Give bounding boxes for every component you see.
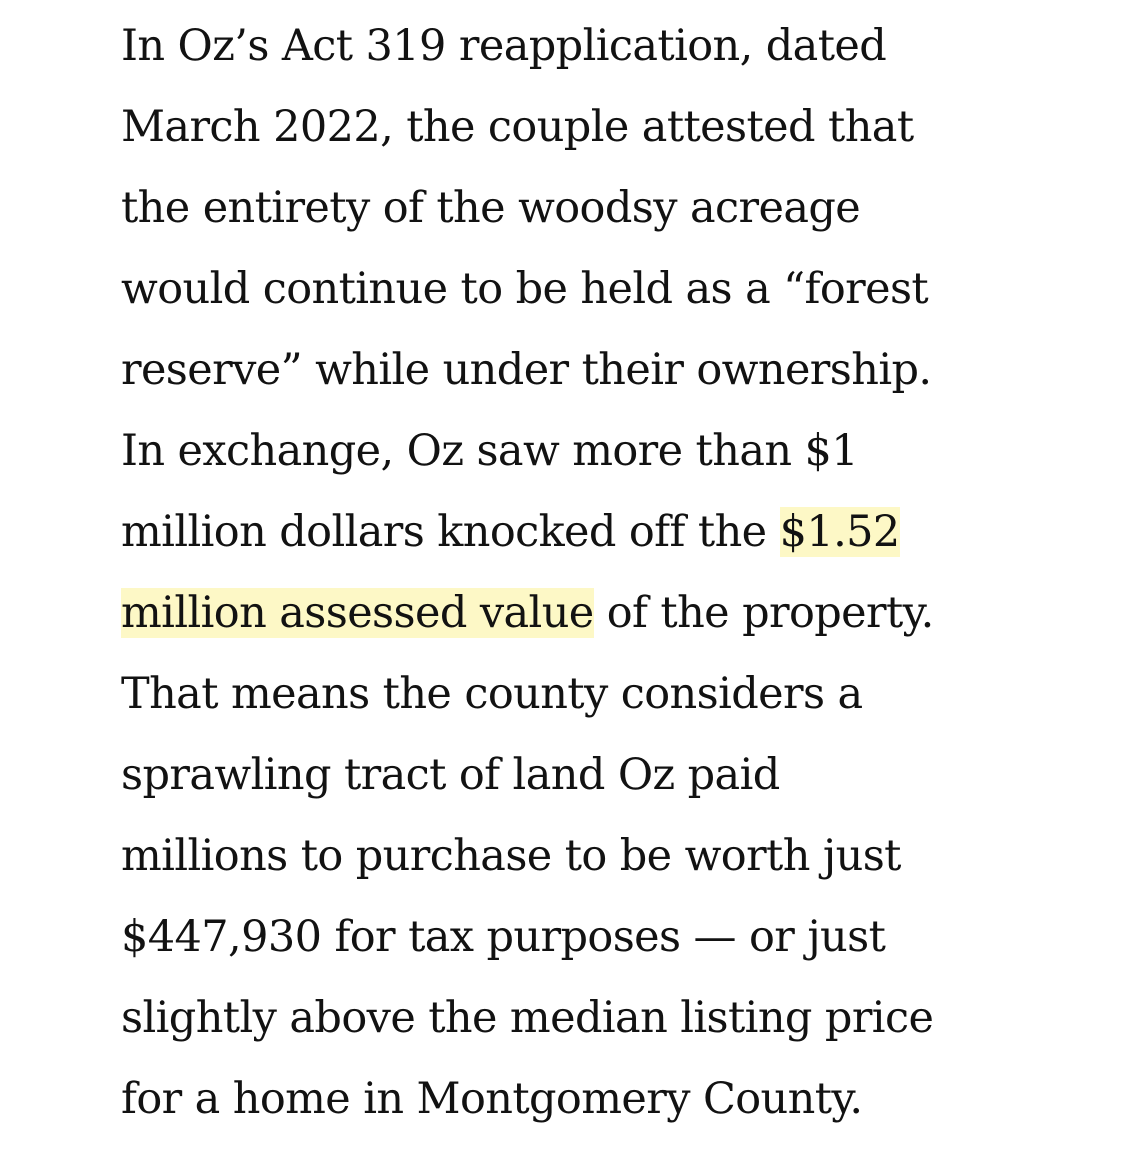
text-line: That means the county considers a [121, 669, 863, 719]
text-line: the entirety of the woodsy acreage [121, 183, 861, 233]
text-line: for a home in Montgomery County. [121, 1074, 863, 1124]
text-segment: of the property. [593, 588, 935, 638]
text-line: March 2022, the couple attested that [121, 102, 914, 152]
text-line: million assessed value of the property. [121, 585, 934, 641]
text-line: million dollars knocked off the $1.52 [121, 504, 900, 560]
text-line: millions to purchase to be worth just [121, 831, 901, 881]
text-line: would continue to be held as a “forest [121, 264, 929, 314]
text-segment: million dollars knocked off the [121, 507, 780, 557]
text-line: $447,930 for tax purposes — or just [121, 912, 886, 962]
highlighted-text: $1.52 [779, 507, 900, 557]
text-line: In exchange, Oz saw more than $1 [121, 426, 859, 476]
text-line: slightly above the median listing price [121, 993, 934, 1043]
highlighted-text: million assessed value [121, 588, 594, 638]
text-line: In Oz’s Act 319 reapplication, dated [121, 21, 887, 71]
text-line: sprawling tract of land Oz paid [121, 750, 780, 800]
text-line: reserve” while under their ownership. [121, 345, 932, 395]
